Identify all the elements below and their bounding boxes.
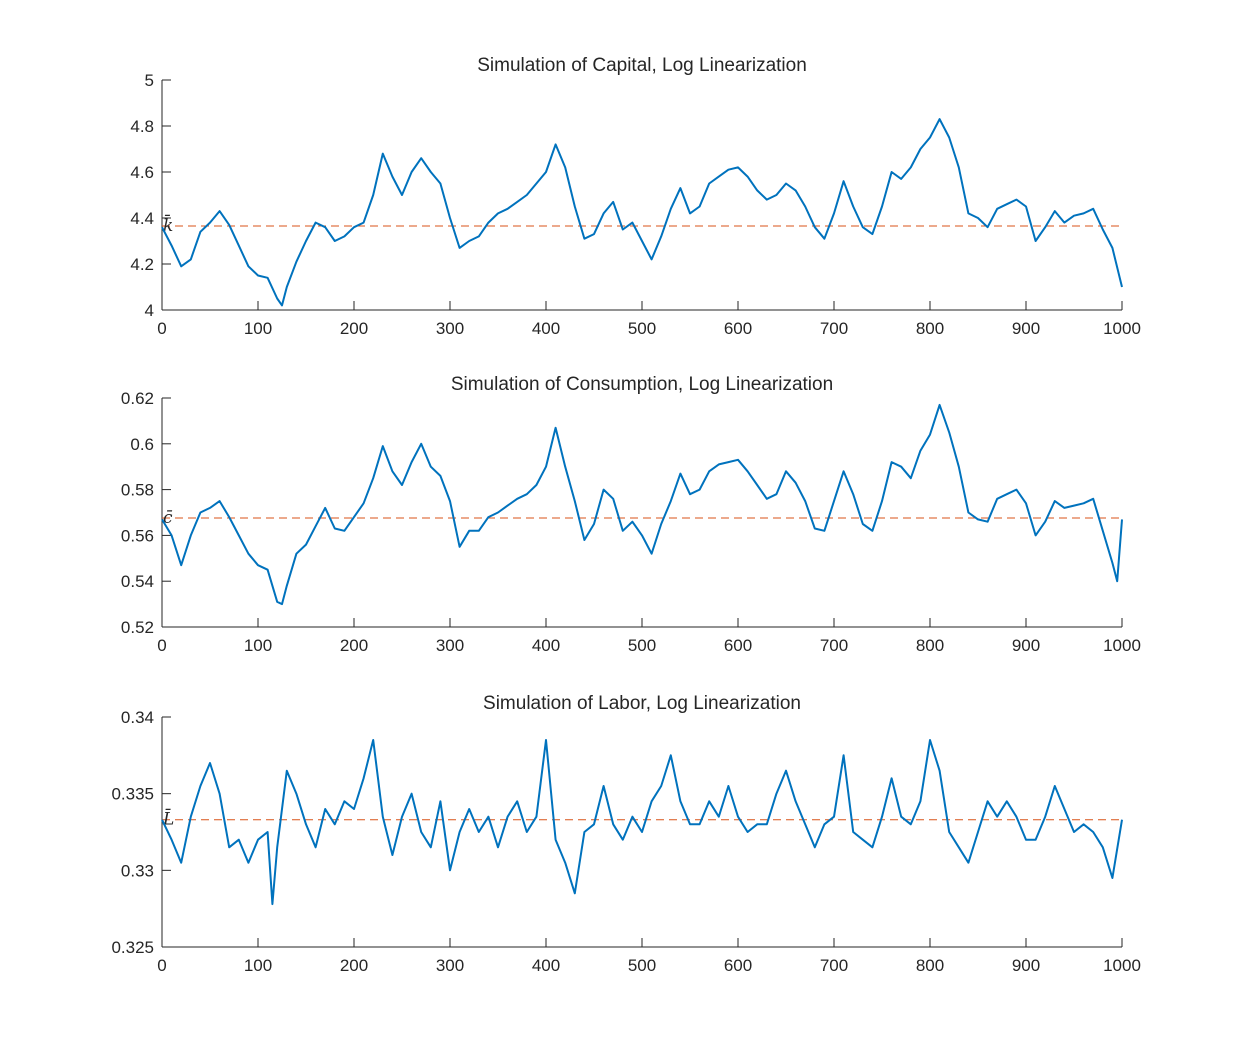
x-tick-label: 400 bbox=[532, 956, 560, 975]
x-tick-label: 600 bbox=[724, 956, 752, 975]
x-tick-label: 700 bbox=[820, 956, 848, 975]
x-tick-label: 100 bbox=[244, 319, 272, 338]
y-tick-label: 4.6 bbox=[130, 163, 154, 182]
series-line bbox=[161, 118, 1123, 307]
x-tick-label: 800 bbox=[916, 319, 944, 338]
subplot-capital: Simulation of Capital, Log Linearization… bbox=[130, 55, 1141, 338]
x-tick-label: 800 bbox=[916, 636, 944, 655]
y-tick-label: 0.325 bbox=[111, 938, 154, 957]
subplot-consumption: Simulation of Consumption, Log Lineariza… bbox=[121, 374, 1141, 655]
subplot-labor: Simulation of Labor, Log Linearization 0… bbox=[111, 693, 1140, 975]
y-tick-label: 0.62 bbox=[121, 389, 154, 408]
x-tick-label: 100 bbox=[244, 636, 272, 655]
x-tick-label: 1000 bbox=[1103, 636, 1141, 655]
x-tick-label: 700 bbox=[820, 636, 848, 655]
series-line bbox=[161, 403, 1123, 606]
y-tick-label: 4.4 bbox=[130, 209, 154, 228]
chart-title: Simulation of Capital, Log Linearization bbox=[477, 55, 807, 76]
x-tick-label: 500 bbox=[628, 636, 656, 655]
steady-state-label: c̄ bbox=[163, 508, 173, 528]
x-tick-label: 400 bbox=[532, 319, 560, 338]
x-tick-label: 0 bbox=[157, 956, 166, 975]
y-tick-label: 5 bbox=[145, 71, 154, 90]
x-tick-label: 200 bbox=[340, 636, 368, 655]
x-tick-label: 600 bbox=[724, 319, 752, 338]
x-tick-label: 900 bbox=[1012, 636, 1040, 655]
x-tick-label: 900 bbox=[1012, 956, 1040, 975]
y-tick-label: 0.6 bbox=[130, 435, 154, 454]
x-tick-label: 300 bbox=[436, 956, 464, 975]
y-tick-label: 4 bbox=[145, 301, 154, 320]
y-tick-label: 0.52 bbox=[121, 618, 154, 637]
x-tick-label: 1000 bbox=[1103, 319, 1141, 338]
x-tick-label: 300 bbox=[436, 636, 464, 655]
y-tick-label: 0.56 bbox=[121, 526, 154, 545]
x-tick-label: 400 bbox=[532, 636, 560, 655]
chart-title: Simulation of Consumption, Log Lineariza… bbox=[451, 374, 833, 395]
x-tick-label: 200 bbox=[340, 319, 368, 338]
x-tick-label: 500 bbox=[628, 319, 656, 338]
y-tick-label: 4.2 bbox=[130, 255, 154, 274]
steady-state-label: k̄ bbox=[163, 213, 173, 236]
y-tick-label: 0.58 bbox=[121, 481, 154, 500]
y-tick-label: 4.8 bbox=[130, 117, 154, 136]
y-tick-label: 0.33 bbox=[121, 861, 154, 880]
x-tick-label: 800 bbox=[916, 956, 944, 975]
y-tick-label: 0.335 bbox=[111, 785, 154, 804]
series-line bbox=[161, 739, 1123, 906]
x-tick-label: 100 bbox=[244, 956, 272, 975]
x-tick-label: 200 bbox=[340, 956, 368, 975]
x-tick-label: 900 bbox=[1012, 319, 1040, 338]
chart-title: Simulation of Labor, Log Linearization bbox=[483, 693, 801, 714]
steady-state-label: L̄ bbox=[162, 808, 174, 830]
x-tick-label: 700 bbox=[820, 319, 848, 338]
x-tick-label: 300 bbox=[436, 319, 464, 338]
x-tick-label: 1000 bbox=[1103, 956, 1141, 975]
y-tick-label: 0.34 bbox=[121, 708, 154, 727]
x-tick-label: 0 bbox=[157, 319, 166, 338]
y-tick-label: 0.54 bbox=[121, 572, 154, 591]
x-tick-label: 600 bbox=[724, 636, 752, 655]
x-tick-label: 0 bbox=[157, 636, 166, 655]
x-tick-label: 500 bbox=[628, 956, 656, 975]
